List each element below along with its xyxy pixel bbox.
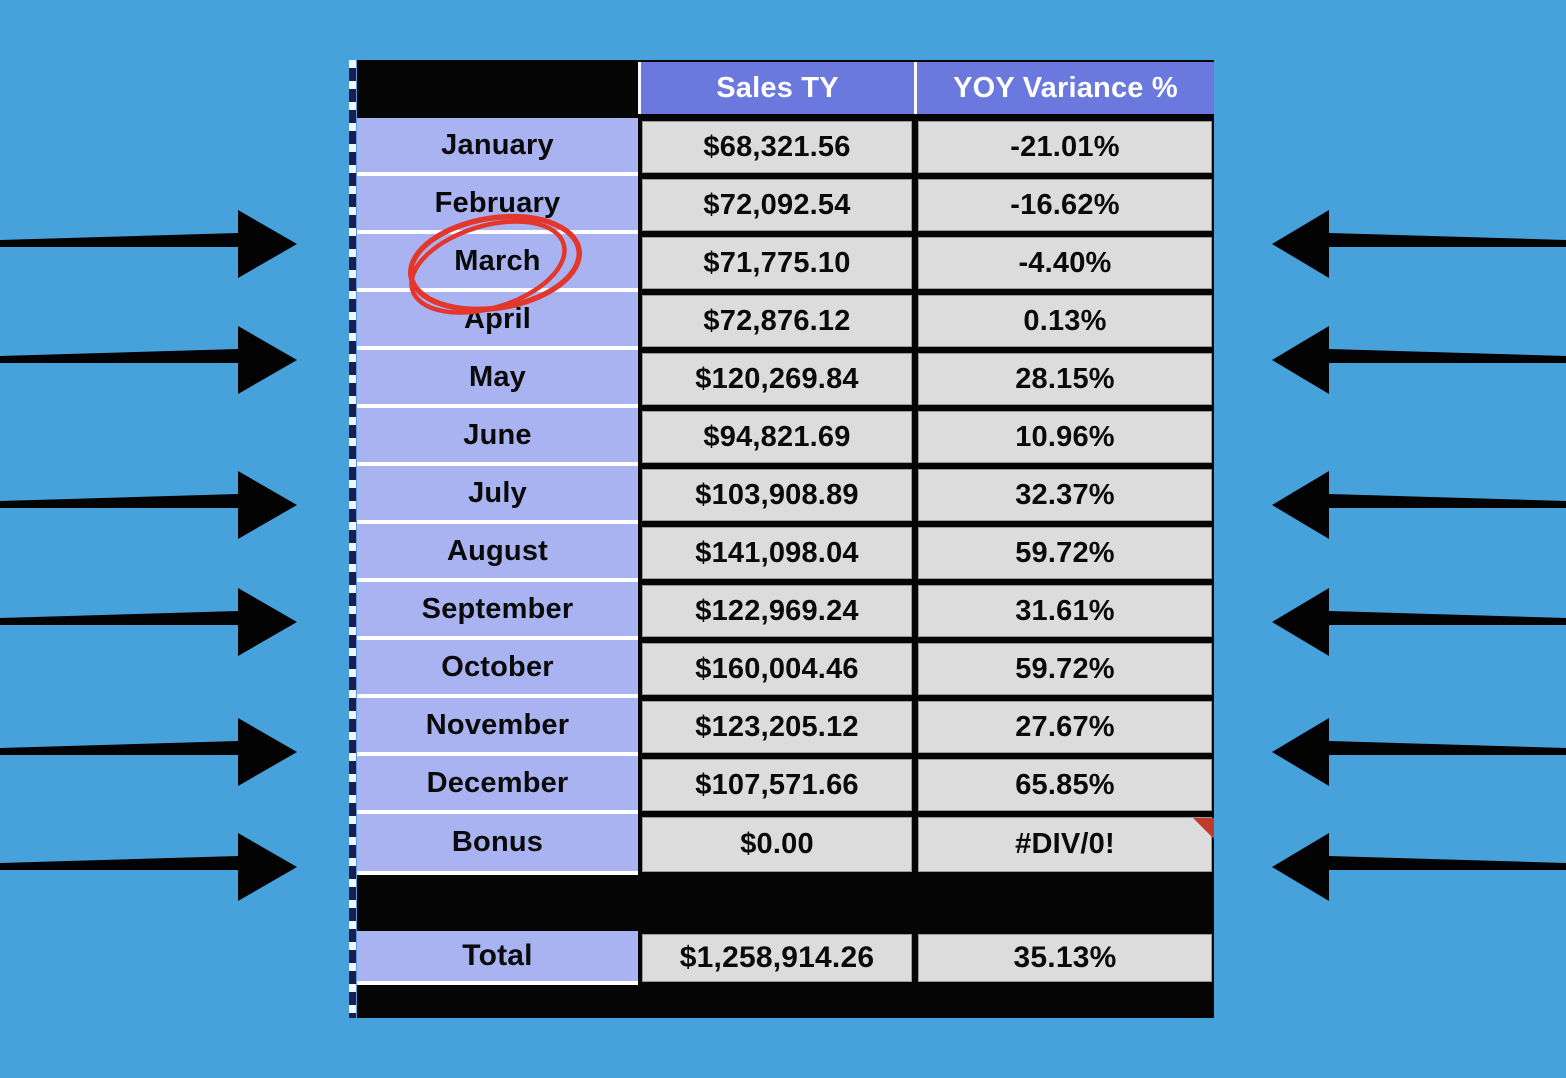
table-row: February $72,092.54 -16.62% (357, 176, 1214, 234)
table-row: November $123,205.12 27.67% (357, 698, 1214, 756)
variance-value-cell: 31.61% (918, 585, 1212, 637)
month-label-cell: August (357, 524, 638, 582)
right-arrow (1272, 588, 1566, 656)
left-arrow (0, 326, 297, 394)
variance-value-cell: 28.15% (918, 353, 1212, 405)
sales-value-cell: $103,908.89 (642, 469, 912, 521)
sales-value-cell: $120,269.84 (642, 353, 912, 405)
variance-value-cell: 32.37% (918, 469, 1212, 521)
selection-marquee-border (349, 60, 356, 1018)
table-row: June $94,821.69 10.96% (357, 408, 1214, 466)
month-label-cell: Bonus (357, 814, 638, 875)
table-row: October $160,004.46 59.72% (357, 640, 1214, 698)
variance-value-cell: -21.01% (918, 121, 1212, 173)
monthly-sales-table: Sales TY YOY Variance % January $68,321.5… (349, 60, 1214, 1018)
left-arrow (0, 471, 297, 539)
variance-value-cell: 65.85% (918, 759, 1212, 811)
total-sales-cell: $1,258,914.26 (642, 934, 912, 982)
table-row: March $71,775.10 -4.40% (357, 234, 1214, 292)
month-label-cell: September (357, 582, 638, 640)
table-row: Bonus $0.00 #DIV/0! (357, 814, 1214, 875)
month-label-cell: November (357, 698, 638, 756)
variance-value-cell: 27.67% (918, 701, 1212, 753)
month-label-cell: January (357, 118, 638, 176)
total-row: Total $1,258,914.26 35.13% (357, 931, 1214, 985)
variance-value-cell: -16.62% (918, 179, 1212, 231)
table-row: April $72,876.12 0.13% (357, 292, 1214, 350)
sales-value-cell: $122,969.24 (642, 585, 912, 637)
table-row: January $68,321.56 -21.01% (357, 118, 1214, 176)
sales-value-cell: $94,821.69 (642, 411, 912, 463)
right-arrow (1272, 210, 1566, 278)
variance-value-cell: -4.40% (918, 237, 1212, 289)
month-label-cell: October (357, 640, 638, 698)
right-arrow (1272, 326, 1566, 394)
table-row: September $122,969.24 31.61% (357, 582, 1214, 640)
month-label-cell: July (357, 466, 638, 524)
table-row: August $141,098.04 59.72% (357, 524, 1214, 582)
left-arrow (0, 718, 297, 786)
month-label-cell: February (357, 176, 638, 234)
variance-value-cell: #DIV/0! (918, 817, 1212, 872)
table-header-row: Sales TY YOY Variance % (357, 60, 1214, 118)
variance-value-cell: 59.72% (918, 643, 1212, 695)
table-row: July $103,908.89 32.37% (357, 466, 1214, 524)
table-row: December $107,571.66 65.85% (357, 756, 1214, 814)
right-arrow (1272, 833, 1566, 901)
sales-value-cell: $160,004.46 (642, 643, 912, 695)
corner-cell (357, 60, 638, 118)
sales-value-cell: $123,205.12 (642, 701, 912, 753)
left-arrow (0, 833, 297, 901)
sales-value-cell: $72,876.12 (642, 295, 912, 347)
total-label-cell: Total (357, 931, 638, 985)
column-header-sales-ty: Sales TY (638, 62, 914, 114)
month-label-cell: May (357, 350, 638, 408)
table-row: May $120,269.84 28.15% (357, 350, 1214, 408)
month-label-cell: March (357, 234, 638, 292)
variance-value-cell: 0.13% (918, 295, 1212, 347)
sales-value-cell: $68,321.56 (642, 121, 912, 173)
month-label-cell: June (357, 408, 638, 466)
black-bottom-bar (357, 985, 1214, 1018)
sales-value-cell: $0.00 (642, 817, 912, 872)
sales-value-cell: $107,571.66 (642, 759, 912, 811)
left-arrow (0, 588, 297, 656)
month-label-cell: December (357, 756, 638, 814)
month-label-cell: April (357, 292, 638, 350)
sales-value-cell: $71,775.10 (642, 237, 912, 289)
left-arrow (0, 210, 297, 278)
column-header-yoy-variance: YOY Variance % (914, 62, 1214, 114)
right-arrow (1272, 471, 1566, 539)
variance-value-cell: 10.96% (918, 411, 1212, 463)
variance-value-cell: 59.72% (918, 527, 1212, 579)
right-arrow (1272, 718, 1566, 786)
black-separator-row (357, 875, 1214, 931)
total-variance-cell: 35.13% (918, 934, 1212, 982)
sales-value-cell: $141,098.04 (642, 527, 912, 579)
sales-value-cell: $72,092.54 (642, 179, 912, 231)
